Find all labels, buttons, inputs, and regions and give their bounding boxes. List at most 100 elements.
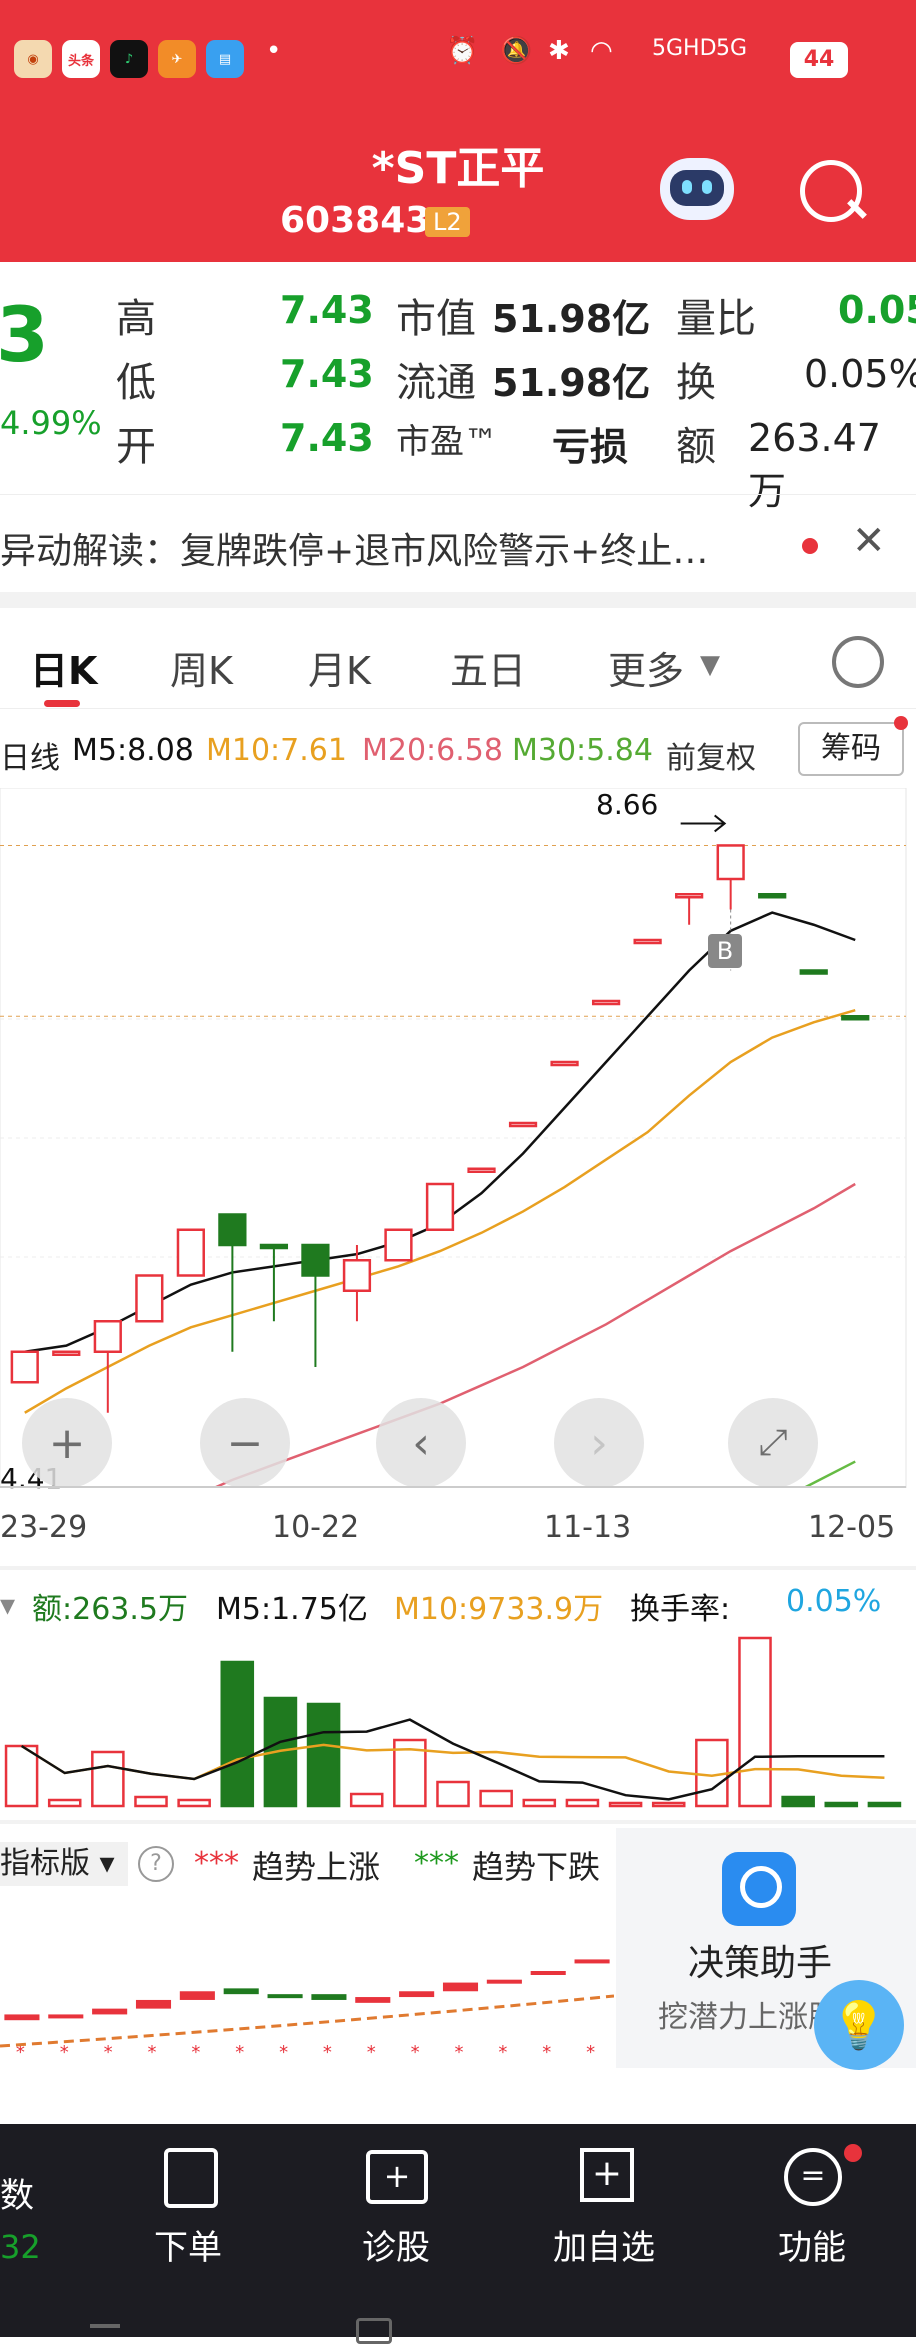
candle [259, 1243, 289, 1250]
indicator-version-label: 指标版 [0, 1846, 90, 1881]
high-value: 7.43 [280, 288, 374, 332]
news-ticker[interactable]: 异动解读：复牌跌停+退市风险警示+终止… [0, 531, 709, 572]
ma30-label: M30:5.84 [512, 733, 653, 768]
volume-bar [824, 1801, 859, 1808]
adjust-label[interactable]: 前复权 [666, 741, 756, 776]
indicator-star: * [148, 2042, 157, 2063]
indicator-bar [442, 1982, 479, 1992]
nav-left-value: 32 [0, 2228, 41, 2266]
vol-ratio-label: 量比 [676, 296, 756, 342]
indicator-bar [223, 1988, 259, 1995]
mktcap-label: 市值 [396, 296, 476, 342]
turnover-value: 0.05% [804, 352, 916, 396]
zoom-out-button[interactable]: − [200, 1398, 290, 1488]
candle [384, 1228, 413, 1262]
robot-assistant-icon[interactable] [660, 158, 734, 220]
indicator-bar [355, 1997, 391, 2003]
nav-diagnose[interactable]: 诊股 [362, 2228, 430, 2268]
volume-bar [47, 1798, 82, 1808]
volume-bar [867, 1801, 902, 1808]
candle [425, 1182, 455, 1231]
search-icon[interactable] [800, 160, 862, 222]
high-price-mark: 8.66 [596, 788, 659, 821]
candle [841, 1015, 870, 1021]
chevron-down-icon: ▼ [700, 650, 720, 680]
lightbulb-icon[interactable]: 💡 [814, 1980, 904, 2070]
tab-daily-k[interactable]: 日K [30, 649, 98, 693]
change-pct: 4.99% [0, 404, 102, 442]
candle [342, 1259, 372, 1292]
indicator-bar [267, 1994, 303, 1999]
x-tick-3: 11-13 [544, 1510, 632, 1545]
indicator-chart[interactable]: * * * * * * * * * * * * * * [0, 1886, 614, 2066]
indicator-star: * [542, 2042, 551, 2063]
indicator-bar [399, 1991, 435, 1998]
candle [10, 1350, 39, 1384]
indicator-star: * [586, 2042, 595, 2063]
open-label: 开 [116, 424, 156, 470]
volume-m5: M5:1.75亿 [216, 1592, 368, 1627]
candle [799, 969, 828, 975]
candle [716, 844, 745, 881]
settings-gear-icon[interactable] [832, 636, 884, 688]
tab-weekly-k[interactable]: 周K [170, 649, 233, 693]
tab-five-day[interactable]: 五日 [450, 649, 527, 693]
candle [758, 893, 787, 899]
active-tab-indicator [44, 700, 80, 707]
indicator-star: * [235, 2042, 244, 2063]
app-icon-1: ◉ [14, 40, 52, 78]
indicator-bar [574, 1959, 610, 1964]
ma20-label: M20:6.58 [362, 733, 503, 768]
toutiao-icon: 头条 [62, 40, 100, 78]
nav-function[interactable]: 功能 [778, 2228, 846, 2268]
low-value: 7.43 [280, 352, 374, 396]
divider [0, 494, 916, 495]
tab-monthly-k[interactable]: 月K [308, 649, 371, 693]
indicator-bar [135, 1999, 172, 2009]
signal-5g-label: 5G [716, 36, 748, 61]
indicator-star: * [191, 2042, 200, 2063]
dot-icon: • [266, 36, 282, 66]
volume-bar [91, 1750, 125, 1808]
ma10-line [24, 1008, 856, 1414]
last-price: 3 [0, 290, 49, 379]
candle [301, 1243, 330, 1277]
close-icon[interactable]: ✕ [852, 518, 886, 564]
unread-dot-icon [802, 538, 818, 554]
fullscreen-button[interactable]: ⤢ [728, 1398, 818, 1488]
order-icon [164, 2148, 218, 2208]
volume-chart[interactable] [0, 1626, 906, 1816]
trend-down-legend-icon: *** [414, 1846, 459, 1881]
assistant-title: 决策助手 [688, 1943, 833, 1984]
volume-bar [177, 1798, 211, 1808]
candle [52, 1350, 81, 1356]
tab-more[interactable]: 更多 [608, 649, 685, 693]
indicator-bar [4, 2014, 40, 2021]
mktcap-value: 51.98亿 [492, 297, 651, 341]
volume-dropdown-icon[interactable]: ▾ [0, 1588, 16, 1623]
high-arrow-head [714, 814, 727, 833]
candle [218, 1213, 247, 1247]
trend-down-label: 趋势下跌 [472, 1848, 601, 1886]
buy-marker[interactable]: B [708, 934, 742, 968]
nav-order[interactable]: 下单 [154, 2228, 222, 2268]
indicator-star: * [455, 2042, 464, 2063]
candlestick-chart[interactable] [0, 788, 916, 1488]
candle [176, 1228, 205, 1277]
x-tick-4: 12-05 [808, 1510, 896, 1545]
float-label: 流通 [396, 360, 476, 406]
scroll-left-button[interactable]: ‹ [376, 1398, 466, 1488]
volume-bar [436, 1780, 470, 1808]
ma5-label: M5:8.08 [72, 733, 194, 768]
nav-add-watchlist[interactable]: 加自选 [553, 2228, 655, 2268]
candle [591, 999, 621, 1006]
help-icon[interactable]: ? [138, 1846, 174, 1882]
indicator-bar [48, 2014, 84, 2019]
scroll-right-button[interactable]: › [554, 1398, 644, 1488]
turnover-rate-value: 0.05% [786, 1584, 882, 1619]
indicator-version-dropdown[interactable]: 指标版 ▾ [0, 1842, 128, 1886]
chip-distribution-button[interactable]: 筹码 [798, 722, 904, 776]
divider [0, 708, 916, 709]
zoom-in-button[interactable]: + [22, 1398, 112, 1488]
section-gap [0, 1566, 916, 1570]
